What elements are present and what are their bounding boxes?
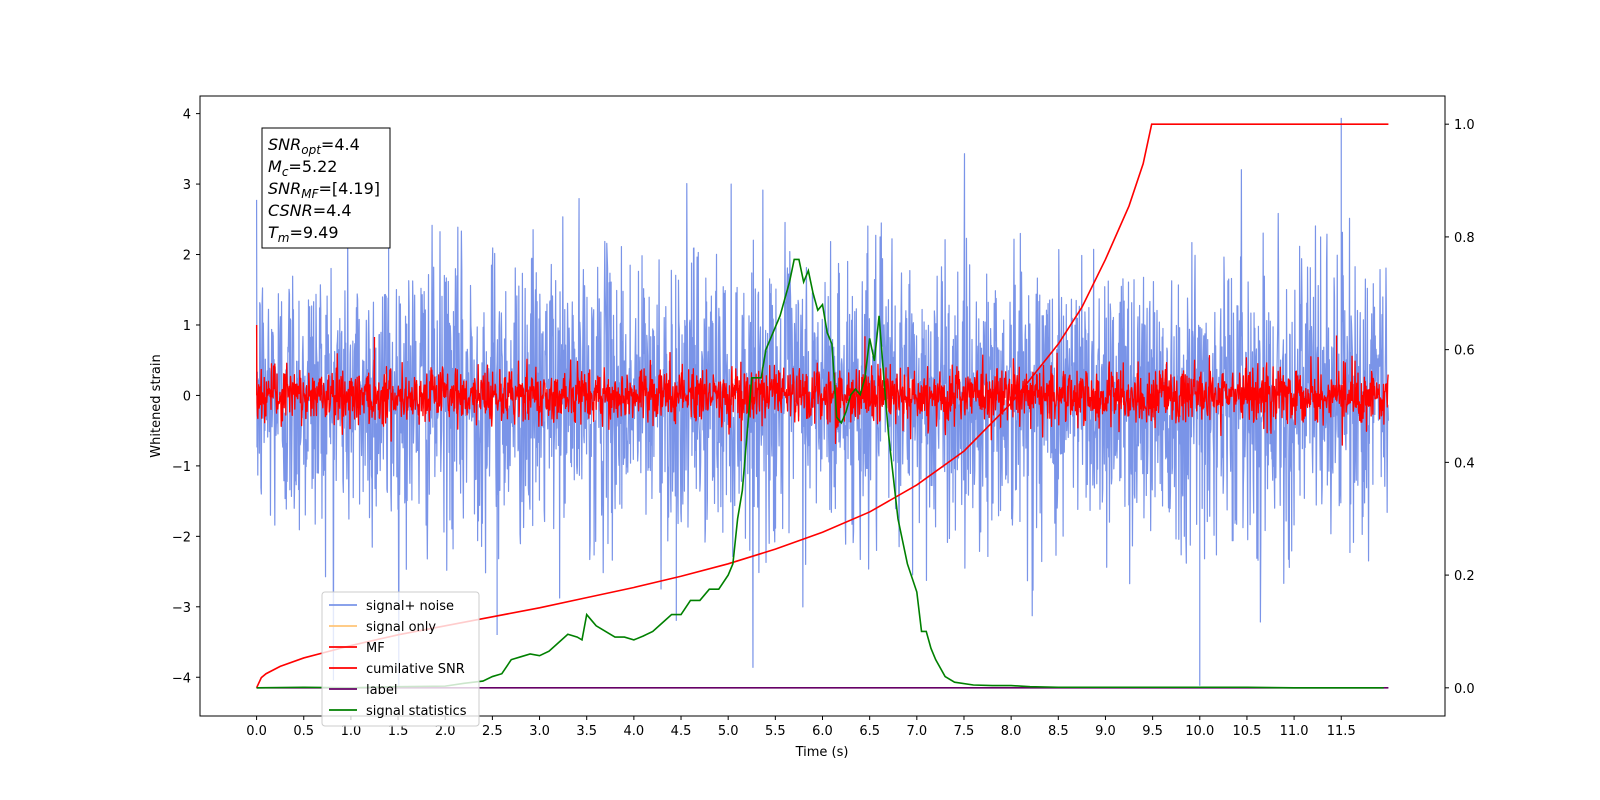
x-tick-label: 0.0 — [246, 724, 267, 739]
legend-label: label — [366, 683, 397, 698]
x-tick-label: 11.5 — [1327, 724, 1356, 739]
x-tick-label: 10.5 — [1232, 724, 1261, 739]
series-signal-statistics — [256, 258, 1384, 689]
y-tick-label: 3 — [183, 178, 191, 193]
x-tick-label: 2.0 — [435, 724, 456, 739]
legend-frame — [321, 591, 480, 727]
x-tick-label: 10.0 — [1185, 724, 1214, 739]
x-tick-label: 3.5 — [576, 724, 597, 739]
x-tick-label: 1.5 — [388, 724, 409, 739]
x-tick-label: 6.5 — [859, 724, 880, 739]
x-tick-label: 9.0 — [1095, 724, 1116, 739]
y2-tick-label: 0.8 — [1454, 231, 1475, 246]
legend-label: signal+ noise — [366, 599, 454, 614]
annotation-line: CSNR=4.4 — [268, 201, 352, 220]
annotation-line: Tm=9.49 — [268, 223, 339, 245]
series-signal-plus-noise — [255, 117, 1389, 687]
y-tick-label: 0 — [183, 389, 191, 404]
x-tick-label: 8.5 — [1048, 724, 1069, 739]
x-tick-label: 7.5 — [954, 724, 975, 739]
x-tick-label: 2.5 — [482, 724, 503, 739]
annotation-symbol: M — [268, 157, 282, 176]
y2-tick-label: 0.6 — [1454, 344, 1475, 359]
annotation-line: SNRopt=4.4 — [268, 135, 360, 157]
annotation-line: SNRMF=[4.19] — [268, 179, 380, 201]
x-axis-title: Time (s) — [795, 745, 849, 760]
x-tick-label: 0.5 — [293, 724, 314, 739]
x-tick-label: 11.0 — [1280, 724, 1309, 739]
annotation-subscript: c — [282, 165, 289, 179]
y-axis-title: Whitened strain — [149, 354, 164, 457]
series-mf — [255, 324, 1389, 446]
x-tick-label: 7.0 — [906, 724, 927, 739]
annotation-box: SNRopt=4.4Mc=5.22SNRMF=[4.19]CSNR=4.4Tm=… — [261, 127, 391, 249]
legend-label: MF — [366, 641, 385, 656]
y-tick-label: 4 — [183, 108, 191, 123]
y2-tick-label: 0.4 — [1454, 456, 1475, 471]
x-tick-label: 5.0 — [718, 724, 739, 739]
y-axis-right: 1.0 0.8 0.6 0.4 0.2 0.0 — [1445, 118, 1475, 697]
annotation-line: Mc=5.22 — [268, 157, 337, 179]
annotation-value: =4.4 — [321, 135, 360, 154]
x-axis: 0.0 0.5 1.0 1.5 2.0 2.5 3.0 3.5 4.0 4.5 5.0 5.5 6.0 6… — [246, 716, 1356, 739]
legend-label: cumilative SNR — [366, 662, 465, 677]
annotation-value: =5.22 — [288, 157, 337, 176]
y-tick-label: 1 — [183, 319, 191, 334]
legend: signal+ noise signal only MF cumilative SNR… — [321, 591, 480, 727]
y2-tick-label: 0.2 — [1454, 569, 1475, 584]
y-tick-label: 2 — [183, 249, 191, 264]
x-tick-label: 8.0 — [1001, 724, 1022, 739]
y-tick-label: −3 — [172, 601, 191, 616]
x-tick-label: 9.5 — [1142, 724, 1163, 739]
annotation-subscript: MF — [301, 187, 319, 201]
annotation-symbol: CSNR — [268, 201, 313, 220]
annotation-value: =[4.19] — [319, 179, 381, 198]
x-tick-label: 1.0 — [341, 724, 362, 739]
y-tick-label: −1 — [172, 460, 191, 475]
x-tick-label: 4.5 — [671, 724, 692, 739]
legend-label: signal statistics — [366, 704, 467, 719]
y2-tick-label: 0.0 — [1454, 682, 1475, 697]
annotation-frame — [261, 127, 391, 249]
x-tick-label: 5.5 — [765, 724, 786, 739]
annotation-subscript: opt — [301, 143, 322, 157]
annotation-symbol: SNR — [268, 179, 301, 198]
x-tick-label: 4.0 — [624, 724, 645, 739]
annotation-symbol: SNR — [268, 135, 301, 154]
y-tick-label: −2 — [172, 530, 191, 545]
y-axis-left: 4 3 2 1 0 −1 −2 −3 −4 — [172, 108, 200, 686]
annotation-value: =4.4 — [313, 201, 352, 220]
x-tick-label: 6.0 — [812, 724, 833, 739]
annotation-value: =9.49 — [289, 223, 338, 242]
y-tick-label: −4 — [172, 671, 191, 686]
legend-label: signal only — [366, 620, 436, 635]
y2-tick-label: 1.0 — [1454, 118, 1475, 133]
annotation-symbol: T — [268, 223, 279, 242]
x-tick-label: 3.0 — [529, 724, 550, 739]
annotation-subscript: m — [278, 231, 290, 245]
